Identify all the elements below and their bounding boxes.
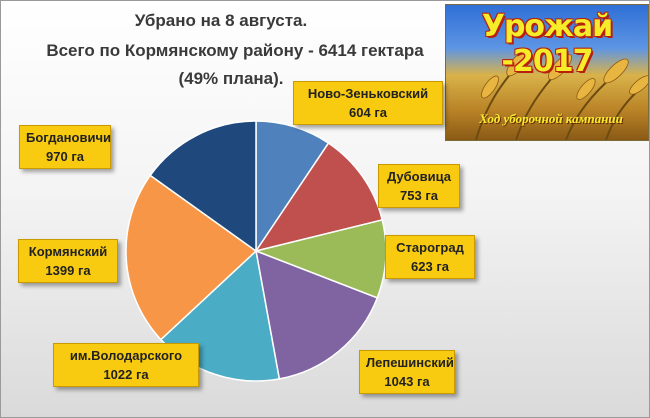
- data-label-value: 753 га: [400, 188, 438, 203]
- data-label: Староград 623 га: [385, 235, 475, 279]
- data-label-category: им.Володарского: [69, 348, 183, 363]
- data-label-category: Богдановичи: [26, 130, 112, 145]
- title-line-total: Всего по Кормянскому району - 6414 гекта…: [46, 41, 424, 60]
- data-label-category: Кормянский: [28, 244, 108, 259]
- data-label-category: Ново-Зеньковский: [307, 86, 429, 101]
- data-label-value: 604 га: [349, 105, 387, 120]
- title-line-plan: (49% плана).: [178, 69, 284, 88]
- data-label-value: 1043 га: [384, 374, 430, 389]
- pie-slice: [255, 120, 330, 254]
- wheat-ears-icon: [475, 49, 648, 140]
- data-label-value: 1022 га: [103, 367, 149, 382]
- data-label: Лепешинский 1043 га: [359, 350, 455, 394]
- banner-title: Урожай -2017: [481, 9, 613, 79]
- data-label-category: Лепешинский: [366, 355, 454, 370]
- data-label: Ново-Зеньковский 604 га: [293, 81, 443, 125]
- data-label-category: Староград: [396, 240, 464, 255]
- pie-slice: [254, 142, 384, 253]
- data-label: Дубовица 753 га: [378, 164, 460, 208]
- data-label-category: Дубовица: [387, 169, 451, 184]
- pie-slice: [125, 174, 258, 341]
- banner-subtitle: Ход уборочной кампании: [479, 111, 623, 126]
- data-label: Богдановичи 970 га: [19, 125, 111, 169]
- pie-slice: [149, 120, 257, 253]
- data-label: Кормянский 1399 га: [18, 239, 118, 283]
- harvest-banner: Урожай -2017 Ход уборочной кампании: [445, 4, 649, 141]
- data-label: им.Володарского 1022 га: [53, 343, 199, 387]
- title-line-date: Убрано на 8 августа.: [134, 11, 308, 30]
- pie-slice: [255, 249, 379, 380]
- data-label-value: 623 га: [411, 259, 449, 274]
- data-label-value: 1399 га: [45, 263, 91, 278]
- data-label-value: 970 га: [46, 149, 84, 164]
